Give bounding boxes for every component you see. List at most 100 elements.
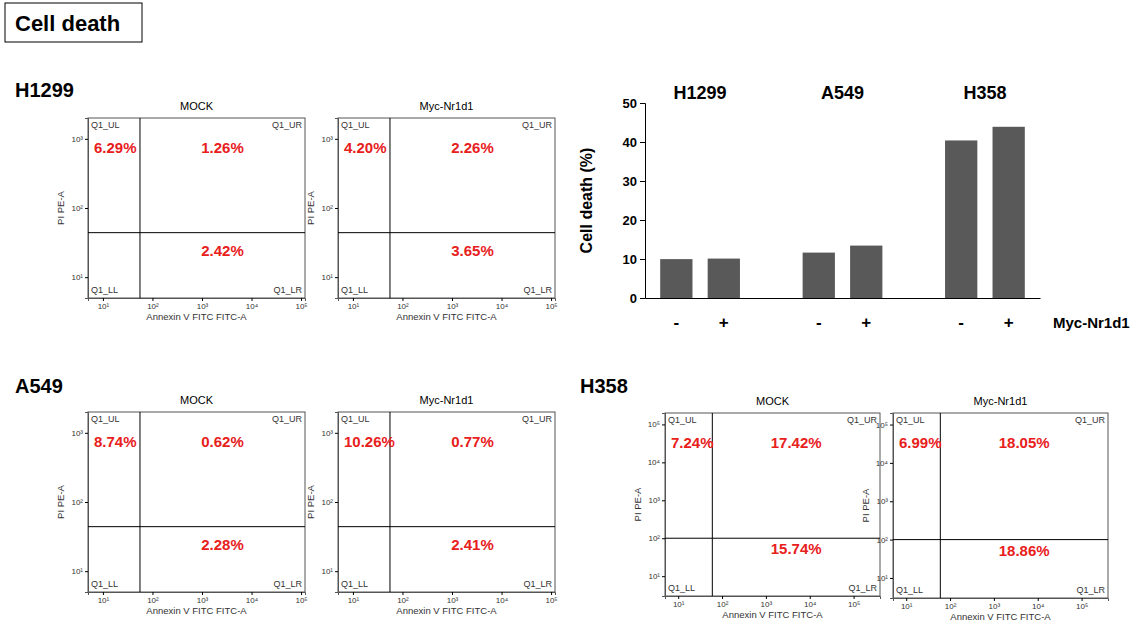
x-tick-label: + xyxy=(719,313,729,332)
x-tick-mark xyxy=(766,596,767,599)
quadrant-percent: 1.26% xyxy=(201,139,244,156)
gates xyxy=(88,118,305,298)
y-tick-label: 10³ xyxy=(321,135,333,144)
bar xyxy=(708,259,740,298)
y-tick-mark xyxy=(85,571,88,572)
y-tick-label: 10³ xyxy=(71,429,83,438)
quadrant-percent: 7.24% xyxy=(671,434,714,451)
x-axis-title: Annexin V FITC FITC-A xyxy=(146,311,247,322)
x-tick: 10¹ xyxy=(348,298,360,311)
x-tick-label: - xyxy=(958,313,964,332)
x-tick-mark xyxy=(452,298,453,301)
y-tick-label: 10⁴ xyxy=(876,459,889,468)
x-tick: 10² xyxy=(147,298,159,311)
x-tick: + xyxy=(1004,298,1014,332)
quadrant-name: Q1_UR xyxy=(272,414,303,424)
bar xyxy=(993,127,1025,298)
x-tick-mark xyxy=(1082,598,1083,601)
y-tick-label: 10² xyxy=(321,204,333,213)
x-axis-title: Annexin V FITC FITC-A xyxy=(146,605,247,616)
gate-line-y xyxy=(665,538,880,539)
x-tick-mark xyxy=(854,596,855,599)
quadrant-percent: 3.65% xyxy=(451,242,494,259)
quadrant-name: Q1_LR xyxy=(273,579,302,589)
y-axis-title: PI PE-A xyxy=(632,487,643,521)
plot-frame xyxy=(665,413,880,596)
x-tick-label: 10² xyxy=(945,602,957,611)
x-tick-label: 10⁴ xyxy=(804,600,817,609)
gate-line-y xyxy=(338,232,555,233)
x-tick-label: 10³ xyxy=(447,302,459,311)
plot-title: MOCK xyxy=(180,394,214,406)
group-label: A549 xyxy=(821,83,864,103)
quadrant-name: Q1_LL xyxy=(91,285,118,295)
x-tick: 10¹ xyxy=(348,592,360,605)
x-tick: 10⁴ xyxy=(246,298,259,311)
x-tick: - xyxy=(816,298,822,332)
y-axis-title: PI PE-A xyxy=(305,190,316,224)
y-tick-label: 50 xyxy=(623,96,637,111)
x-tick: 10⁵ xyxy=(545,298,557,311)
plot-title: Myc-Nr1d1 xyxy=(420,100,474,112)
y-tick: 10⁵ xyxy=(876,421,893,430)
y-tick-label: 10⁴ xyxy=(648,458,661,467)
y-tick-label: 30 xyxy=(623,174,637,189)
y-axis-line xyxy=(335,119,339,299)
x-tick: 10³ xyxy=(989,598,1001,611)
y-tick-label: 10³ xyxy=(648,496,660,505)
y-tick: 10 xyxy=(623,252,645,267)
x-tick-mark xyxy=(452,592,453,595)
x-tick-label: 10⁵ xyxy=(295,302,307,311)
x-tick-mark xyxy=(402,298,403,301)
y-tick-label: 10⁵ xyxy=(648,420,660,429)
quadrant-name: Q1_LL xyxy=(341,285,368,295)
quadrant-name: Q1_UR xyxy=(1075,415,1106,425)
y-tick-label: 10¹ xyxy=(876,574,888,583)
quadrant-name: Q1_UL xyxy=(341,120,370,130)
flow-plot: Myc-Nr1d110¹10²10³10⁴10⁵10¹10²10³Annexin… xyxy=(305,394,558,616)
y-tick: 10² xyxy=(321,204,338,213)
gate-line-y xyxy=(338,526,555,527)
y-tick-label: 10¹ xyxy=(71,567,83,576)
x-tick-mark xyxy=(551,298,552,301)
x-tick-mark xyxy=(301,592,302,595)
x-axis: 10¹10²10³10⁴10⁵ xyxy=(666,596,881,609)
plot-title: Myc-Nr1d1 xyxy=(420,394,474,406)
bars xyxy=(660,127,1025,298)
y-axis: 10¹10²10³ xyxy=(71,413,88,593)
x-tick-mark xyxy=(810,596,811,599)
x-tick-mark xyxy=(502,592,503,595)
quadrant-name: Q1_LR xyxy=(273,285,302,295)
y-tick: 10¹ xyxy=(71,567,88,576)
y-tick-mark xyxy=(335,502,338,503)
quadrant-name: Q1_UR xyxy=(847,415,878,425)
y-tick: 10³ xyxy=(648,496,665,505)
y-tick-label: 10¹ xyxy=(321,567,333,576)
quadrant-percent: 2.42% xyxy=(201,242,244,259)
x-tick-mark xyxy=(152,298,153,301)
title-box xyxy=(5,3,142,42)
y-tick-mark xyxy=(335,433,338,434)
flow-plot: Myc-Nr1d110¹10²10³10⁴10⁵10¹10²10³Annexin… xyxy=(305,100,558,322)
x-tick-mark xyxy=(353,298,354,301)
x-axis-title: Annexin V FITC FITC-A xyxy=(396,311,497,322)
flow-plot: A549MOCK10¹10²10³10⁴10⁵10¹10²10³Annexin … xyxy=(15,375,308,616)
quadrant-name: Q1_LR xyxy=(523,285,552,295)
x-axis: -+-+-+ xyxy=(646,298,1041,332)
quadrant-name: Q1_UR xyxy=(522,414,553,424)
background xyxy=(0,0,1142,639)
quadrant-name: Q1_LR xyxy=(523,579,552,589)
y-axis: 10¹10²10³10⁴10⁵ xyxy=(648,414,666,597)
y-tick: 10² xyxy=(648,534,665,543)
y-tick-mark xyxy=(85,277,88,278)
x-tick-mark xyxy=(722,596,723,599)
x-tick-mark xyxy=(252,592,253,595)
bar-chart: 01020304050-+-+-+H1299A549H358Cell death… xyxy=(578,83,1130,332)
plot-frame xyxy=(338,412,555,592)
quadrant-percent: 2.26% xyxy=(451,139,494,156)
quadrant-name: Q1_LL xyxy=(91,579,118,589)
x-tick: + xyxy=(861,298,871,332)
x-tick-mark xyxy=(301,298,302,301)
x-tick: 10⁴ xyxy=(496,592,509,605)
y-tick-mark xyxy=(890,425,893,426)
